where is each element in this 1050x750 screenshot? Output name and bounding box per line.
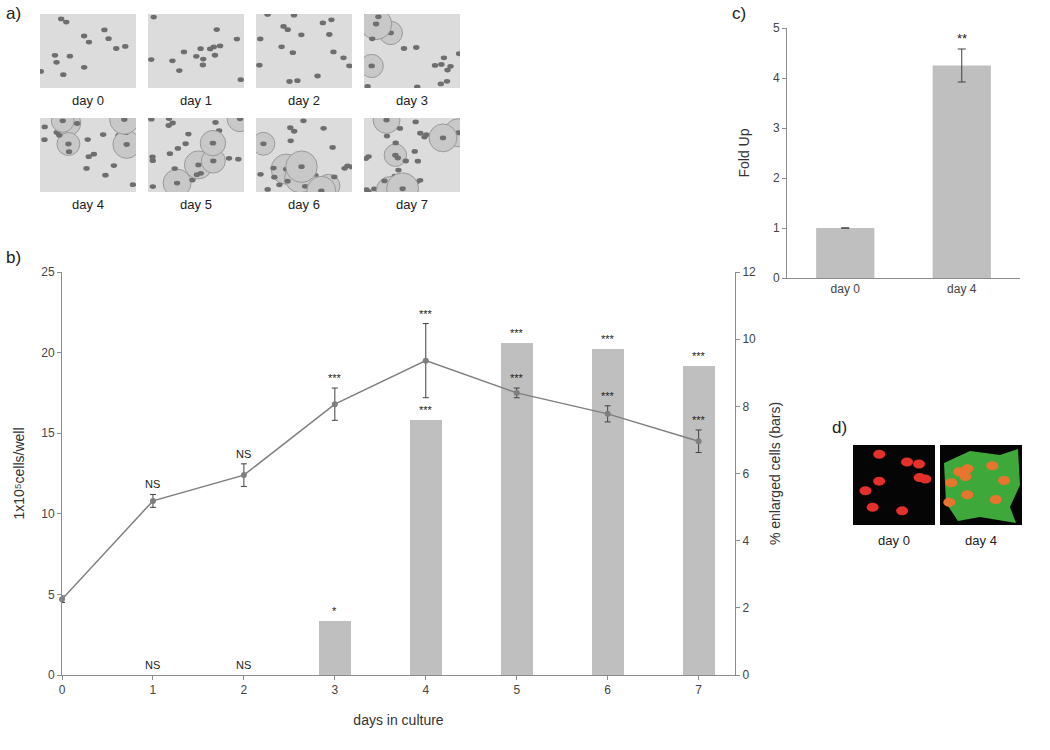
svg-text:day 0: day 0 <box>831 282 861 296</box>
svg-text:***: *** <box>419 308 433 320</box>
svg-text:5: 5 <box>513 683 520 697</box>
html-text:day 5: day 5 <box>180 197 212 212</box>
svg-text:2: 2 <box>773 171 780 185</box>
svg-text:10: 10 <box>742 332 756 346</box>
svg-text:***: *** <box>510 372 524 384</box>
svg-text:5: 5 <box>773 21 780 35</box>
html-text:day 6: day 6 <box>288 197 320 212</box>
svg-text:2: 2 <box>742 601 749 615</box>
html-text:a): a) <box>6 4 22 23</box>
svg-text:15: 15 <box>41 426 55 440</box>
svg-text:7: 7 <box>695 683 702 697</box>
svg-text:**: ** <box>957 31 967 46</box>
svg-text:day 4: day 4 <box>947 282 977 296</box>
html-text:day 0: day 0 <box>878 533 910 548</box>
svg-text:25: 25 <box>41 265 55 279</box>
html-text:day 4: day 4 <box>965 533 997 548</box>
svg-text:days in culture: days in culture <box>353 712 443 728</box>
svg-text:Fold Up: Fold Up <box>736 128 752 177</box>
html-text:day 2: day 2 <box>288 93 320 108</box>
svg-text:20: 20 <box>41 346 55 360</box>
svg-text:NS: NS <box>236 659 251 671</box>
svg-text:***: *** <box>510 327 524 339</box>
svg-text:1: 1 <box>150 683 157 697</box>
svg-text:1: 1 <box>773 221 780 235</box>
html-text:day 7: day 7 <box>396 197 428 212</box>
svg-text:***: *** <box>601 333 615 345</box>
html-text:d): d) <box>832 418 848 437</box>
svg-text:6: 6 <box>742 467 749 481</box>
svg-text:10: 10 <box>41 507 55 521</box>
svg-text:6: 6 <box>604 683 611 697</box>
svg-text:0: 0 <box>773 271 780 285</box>
svg-text:4: 4 <box>773 71 780 85</box>
svg-text:4: 4 <box>422 683 429 697</box>
svg-text:12: 12 <box>742 265 756 279</box>
svg-text:0: 0 <box>59 683 66 697</box>
svg-text:3: 3 <box>773 121 780 135</box>
svg-text:2: 2 <box>241 683 248 697</box>
svg-text:0: 0 <box>48 668 55 682</box>
svg-text:NS: NS <box>145 478 160 490</box>
svg-text:1x10⁵cells/well: 1x10⁵cells/well <box>11 427 27 519</box>
svg-text:***: *** <box>692 350 706 362</box>
html-text:day 1: day 1 <box>180 93 212 108</box>
svg-text:3: 3 <box>331 683 338 697</box>
svg-text:0: 0 <box>742 668 749 682</box>
svg-text:5: 5 <box>48 588 55 602</box>
svg-text:***: *** <box>601 390 615 402</box>
html-text:day 3: day 3 <box>396 93 428 108</box>
html-text:c): c) <box>732 4 747 23</box>
svg-text:NS: NS <box>236 448 251 460</box>
html-text:b): b) <box>6 248 22 267</box>
svg-text:% enlarged cells (bars): % enlarged cells (bars) <box>767 402 783 545</box>
svg-text:8: 8 <box>742 400 749 414</box>
svg-text:***: *** <box>692 414 706 426</box>
html-text:day 4: day 4 <box>72 197 104 212</box>
html-text:day 0: day 0 <box>72 93 104 108</box>
svg-text:4: 4 <box>742 534 749 548</box>
svg-text:***: *** <box>328 372 342 384</box>
svg-text:NS: NS <box>145 659 160 671</box>
svg-text:***: *** <box>419 404 433 416</box>
svg-text:*: * <box>332 605 337 617</box>
